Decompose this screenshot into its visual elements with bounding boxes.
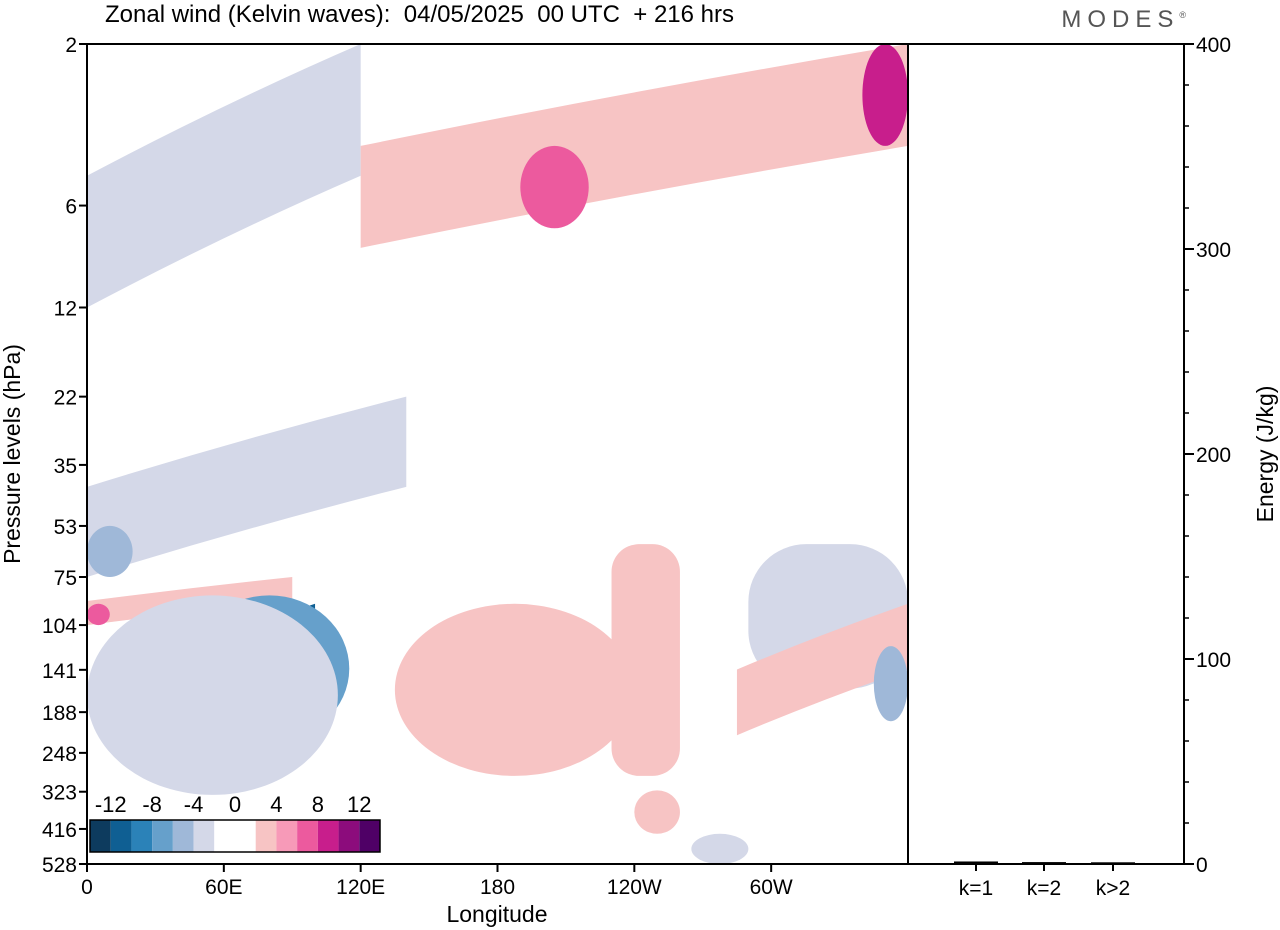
- energy-bar: [954, 861, 998, 864]
- heatmap-feature: [87, 595, 338, 795]
- colorbar-swatch: [255, 820, 277, 852]
- y-tick-label: 53: [54, 516, 77, 539]
- x-tick-label: 0: [81, 876, 93, 899]
- heatmap-feature: [862, 44, 908, 146]
- colorbar-label: -12: [95, 792, 127, 817]
- energy-tick-label: 300: [1196, 239, 1231, 262]
- heatmap-feature: [873, 646, 908, 722]
- colorbar-swatch: [214, 820, 235, 852]
- colorbar: -12 -8 -4 0 4 8 12: [89, 792, 381, 853]
- y-tick-label: 188: [42, 702, 77, 725]
- energy-category-label: k=1: [959, 877, 993, 900]
- colorbar-label: 12: [347, 792, 371, 817]
- heatmap-feature: [360, 44, 908, 248]
- heatmap-feature: [87, 396, 407, 577]
- energy-bar: [1091, 862, 1135, 864]
- colorbar-swatch: [276, 820, 298, 852]
- x-tick-label: 60E: [205, 876, 242, 899]
- energy-frame: [907, 43, 1185, 865]
- y-tick-label: 22: [54, 387, 77, 410]
- y-tick-label: 104: [42, 615, 77, 638]
- y-tick-label: 75: [54, 567, 77, 590]
- colorbar-label: 4: [270, 792, 282, 817]
- heatmap-feature: [691, 833, 749, 864]
- chart-title: Zonal wind (Kelvin waves): 04/05/2025 00…: [105, 1, 734, 28]
- y-tick-label: 35: [54, 455, 77, 478]
- heatmap-feature: [520, 145, 589, 229]
- energy-category-label: k=2: [1027, 877, 1061, 900]
- colorbar-frame: [89, 819, 381, 853]
- heatmap-feature: [611, 544, 680, 776]
- brand-logo: MODES®: [1061, 6, 1186, 33]
- energy-bar: [1022, 862, 1066, 864]
- energy-tick-label: 0: [1196, 854, 1208, 877]
- x-tick-label: 120W: [607, 876, 662, 899]
- heatmap-axes: 0 60E 120E 180 120W 60W 2 6 12 22 35 53 75 104 141 188 2…: [42, 34, 793, 899]
- colorbar-swatch: [172, 820, 194, 852]
- y-tick-label: 248: [42, 743, 77, 766]
- colorbar-label: -8: [142, 792, 162, 817]
- y-tick-label: 12: [54, 297, 77, 320]
- colorbar-label: 0: [229, 792, 241, 817]
- colorbar-swatch: [193, 820, 215, 852]
- colorbar-swatch: [338, 820, 360, 852]
- colorbar-swatch: [152, 820, 173, 852]
- energy-axis-label: Energy (J/kg): [1252, 386, 1278, 523]
- colorbar-swatch: [317, 820, 339, 852]
- y-tick-label: 6: [65, 196, 77, 219]
- colorbar-swatch: [297, 820, 318, 852]
- x-tick-label: 120E: [336, 876, 385, 899]
- x-tick-label: 180: [480, 876, 515, 899]
- colorbar-swatch: [131, 820, 153, 852]
- colorbar-swatch: [359, 820, 380, 852]
- y-axis-label: Pressure levels (hPa): [0, 344, 25, 564]
- heatmap-feature: [87, 603, 110, 626]
- y-tick-label: 416: [42, 819, 77, 842]
- colorbar-swatch: [90, 820, 111, 852]
- y-tick-label: 2: [65, 34, 77, 57]
- heatmap-feature: [394, 603, 635, 776]
- colorbar-label: 8: [312, 792, 324, 817]
- y-tick-label: 323: [42, 782, 77, 805]
- y-tick-label: 141: [42, 660, 77, 683]
- energy-category-label: k>2: [1096, 877, 1130, 900]
- x-axis-label: Longitude: [446, 901, 547, 927]
- y-tick-label: 528: [42, 854, 77, 877]
- energy-tick-label: 200: [1196, 444, 1231, 467]
- colorbar-swatch: [110, 820, 132, 852]
- energy-plot: 0 100 200 300 400 k=1 k=2 k>2: [954, 34, 1231, 900]
- colorbar-swatch: [235, 820, 256, 852]
- x-tick-label: 60W: [750, 876, 793, 899]
- heatmap-feature: [634, 790, 680, 834]
- heatmap-feature: [87, 525, 133, 577]
- heatmap-plot: [87, 44, 908, 864]
- heatmap-feature: [736, 603, 908, 736]
- colorbar-label: -4: [184, 792, 204, 817]
- energy-tick-label: 100: [1196, 649, 1231, 672]
- energy-tick-label: 400: [1196, 34, 1231, 57]
- heatmap-feature: [87, 44, 361, 308]
